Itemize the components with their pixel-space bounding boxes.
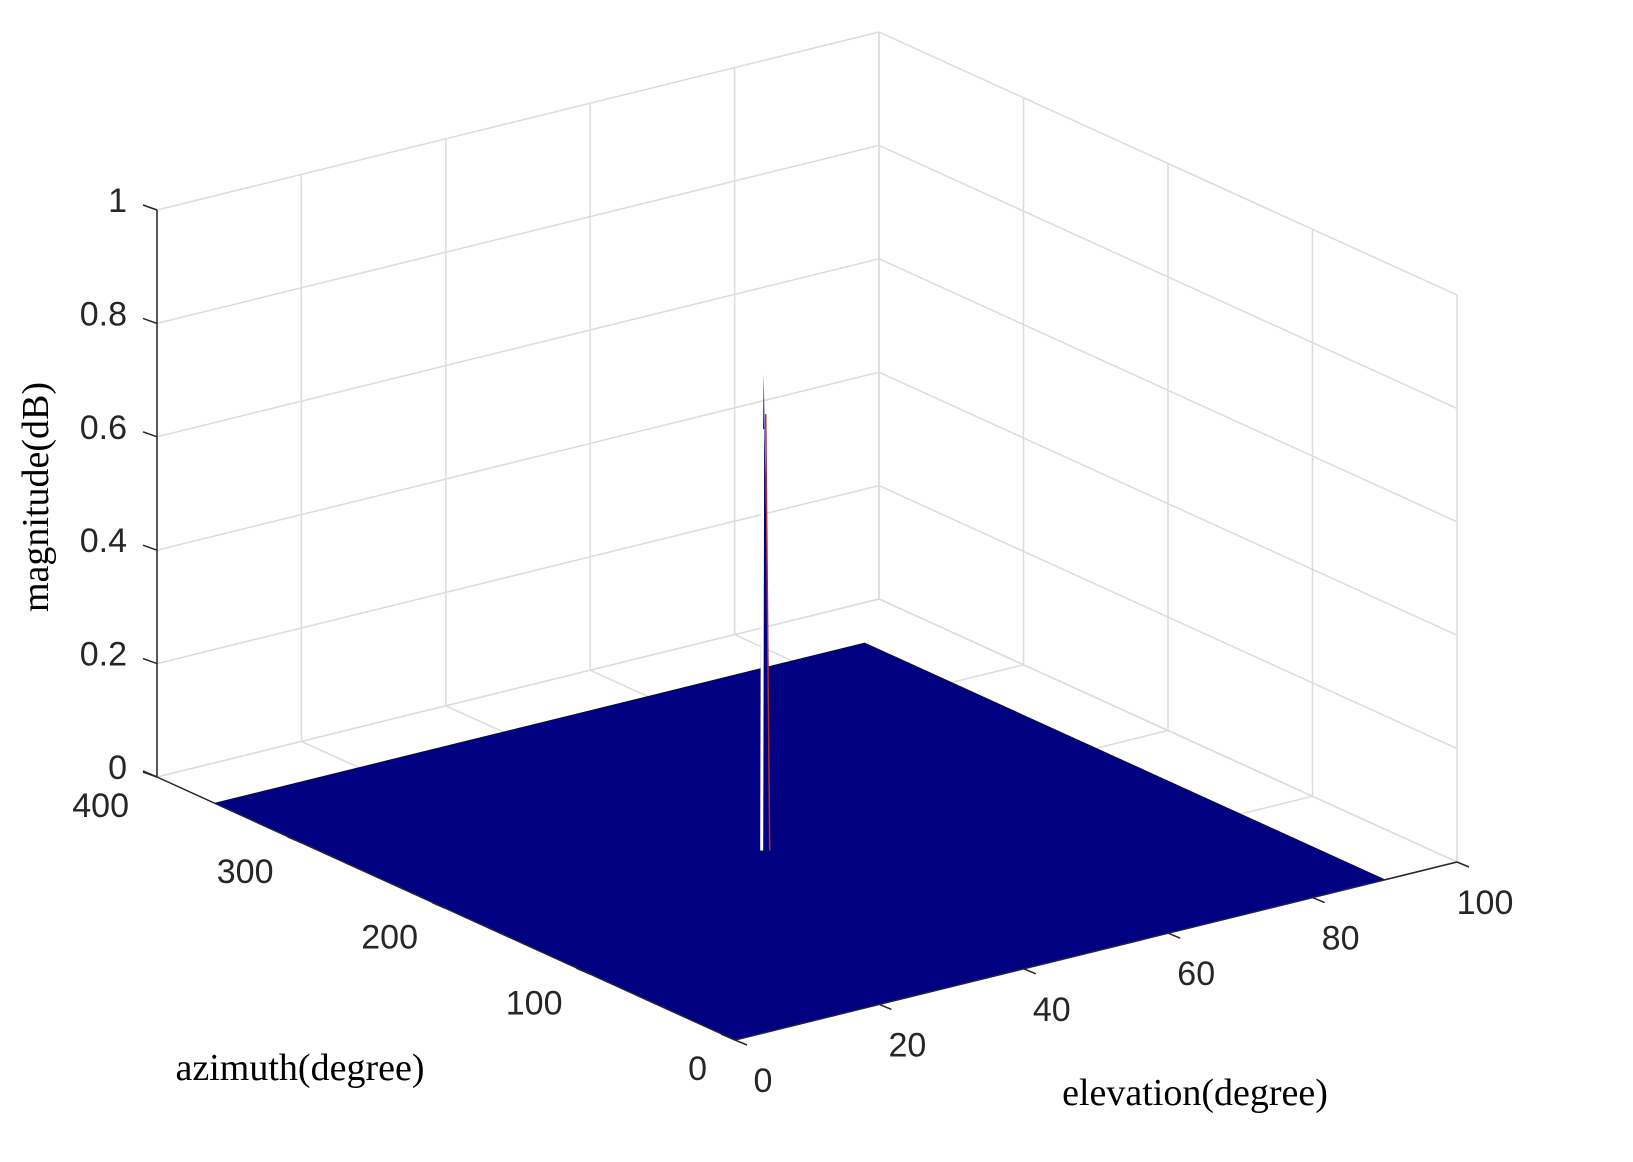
y-tick-mark: [576, 967, 591, 975]
z-tick-label: 0.4: [80, 522, 127, 560]
x-axis-title: elevation(degree): [1062, 1072, 1328, 1114]
z-tick-label: 0.6: [80, 409, 127, 447]
z-tick-mark: [142, 544, 158, 551]
x-tick-mark: [1023, 968, 1037, 975]
surface-peak-edge: [760, 429, 765, 851]
z-tick-mark: [142, 431, 158, 438]
z-tick-mark: [142, 204, 158, 211]
z-tick-label: 0.2: [80, 636, 127, 674]
y-tick-label: 300: [217, 853, 274, 891]
x-axis-line: [734, 861, 1458, 1041]
grid-line-z-back-wall: [156, 144, 880, 325]
z-tick-label: 0: [108, 749, 127, 787]
grid-line-z-back-wall: [156, 31, 880, 211]
x-tick-label: 20: [888, 1026, 926, 1064]
x-tick-label: 0: [754, 1062, 773, 1100]
grid-line-z-side-wall: [878, 144, 1458, 410]
x-tick-mark: [1167, 932, 1181, 939]
grid-line-z-side-wall: [878, 598, 1458, 863]
x-tick-label: 100: [1457, 884, 1514, 922]
y-tick-label: 400: [72, 787, 129, 825]
grid-line-z-side-wall: [878, 371, 1458, 636]
x-tick-mark: [734, 1039, 748, 1046]
y-tick-label: 200: [361, 919, 418, 957]
x-tick-mark: [1456, 861, 1470, 868]
z-tick-mark: [142, 317, 158, 325]
z-axis-title: magnitude(dB): [15, 382, 57, 612]
x-tick-label: 80: [1322, 920, 1360, 958]
y-tick-mark: [720, 1033, 736, 1041]
surface-layer: [213, 374, 1387, 1041]
y-tick-mark: [431, 901, 447, 910]
surface-peak-highlight: [764, 414, 771, 851]
grid-line-z-side-wall: [878, 258, 1458, 523]
z-tick-mark: [142, 657, 158, 665]
z-tick-mark: [142, 771, 158, 778]
x-tick-label: 40: [1033, 991, 1071, 1029]
z-tick-label: 1: [108, 182, 127, 220]
x-tick-label: 60: [1177, 955, 1215, 993]
grid-line-z-side-wall: [878, 31, 1458, 296]
grid-line-z-back-wall: [156, 371, 880, 551]
x-tick-mark: [1312, 896, 1325, 904]
grid-line-z-back-wall: [156, 598, 880, 778]
y-axis-title: azimuth(degree): [176, 1047, 425, 1089]
z-tick-label: 0.8: [80, 295, 127, 333]
grid-line-z-side-wall: [878, 484, 1458, 750]
y-tick-mark: [287, 836, 302, 844]
grid-line-z-back-wall: [156, 484, 880, 665]
x-tick-mark: [879, 1003, 892, 1011]
y-tick-label: 0: [688, 1050, 707, 1088]
grid-line-z-back-wall: [156, 258, 880, 438]
y-tick-label: 100: [506, 984, 563, 1022]
